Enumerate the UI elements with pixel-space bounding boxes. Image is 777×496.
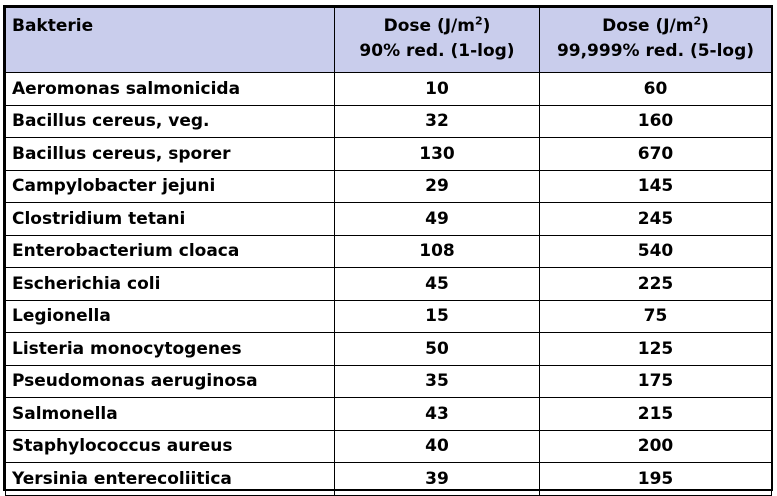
table-row: Salmonella 43 215 <box>5 397 772 431</box>
bacteria-name: Bacillus cereus, veg. <box>5 104 335 138</box>
bacteria-name: Yersinia enterecoliitica <box>5 462 335 496</box>
dose-1log-value: 108 <box>334 234 540 268</box>
header-dose-1log-line1: Dose (J/m2) <box>341 14 533 39</box>
dose-5log-value: 145 <box>539 169 772 203</box>
bacteria-name: Listeria monocytogenes <box>5 332 335 366</box>
table-row: Campylobacter jejuni 29 145 <box>5 169 772 203</box>
table-header: Bakterie Dose (J/m2) 90% red. (1-log) Do… <box>5 7 772 73</box>
dose-5log-value: 200 <box>539 429 772 463</box>
dose-1log-value: 10 <box>334 72 540 106</box>
table-body: Aeromonas salmonicida 10 60 Bacillus cer… <box>5 72 772 496</box>
header-dose-5log-line1: Dose (J/m2) <box>546 14 765 39</box>
bacteria-name: Clostridium tetani <box>5 202 335 236</box>
dose-5log-value: 125 <box>539 332 772 366</box>
bacteria-name: Legionella <box>5 299 335 333</box>
bacteria-name: Bacillus cereus, sporer <box>5 137 335 171</box>
table-row: Staphylococcus aureus 40 200 <box>5 429 772 463</box>
dose-5log-value: 60 <box>539 72 772 106</box>
dose-5log-value: 540 <box>539 234 772 268</box>
dose-1log-value: 45 <box>334 267 540 301</box>
table-row: Escherichia coli 45 225 <box>5 267 772 301</box>
header-dose-1log-unit-prefix: Dose (J/m <box>383 16 475 36</box>
bacteria-name: Campylobacter jejuni <box>5 169 335 203</box>
dose-5log-value: 215 <box>539 397 772 431</box>
header-dose-1log: Dose (J/m2) 90% red. (1-log) <box>334 7 540 73</box>
table-row: Listeria monocytogenes 50 125 <box>5 332 772 366</box>
bacteria-name: Pseudomonas aeruginosa <box>5 364 335 398</box>
dose-1log-value: 130 <box>334 137 540 171</box>
uv-dose-table-container: Bakterie Dose (J/m2) 90% red. (1-log) Do… <box>3 5 773 496</box>
bacteria-name: Staphylococcus aureus <box>5 429 335 463</box>
dose-5log-value: 160 <box>539 104 772 138</box>
dose-1log-value: 43 <box>334 397 540 431</box>
bacteria-name: Aeromonas salmonicida <box>5 72 335 106</box>
bacteria-name: Enterobacterium cloaca <box>5 234 335 268</box>
dose-1log-value: 29 <box>334 169 540 203</box>
table-row: Enterobacterium cloaca 108 540 <box>5 234 772 268</box>
dose-1log-value: 49 <box>334 202 540 236</box>
header-dose-5log-line2: 99,999% red. (5-log) <box>556 41 755 61</box>
dose-5log-value: 195 <box>539 462 772 496</box>
header-dose-5log-unit-prefix: Dose (J/m <box>602 16 694 36</box>
dose-1log-value: 40 <box>334 429 540 463</box>
dose-1log-value: 15 <box>334 299 540 333</box>
dose-5log-value: 175 <box>539 364 772 398</box>
table-row: Clostridium tetani 49 245 <box>5 202 772 236</box>
header-dose-5log-unit-suffix: ) <box>701 16 709 36</box>
table-row: Yersinia enterecoliitica 39 195 <box>5 462 772 496</box>
table-row: Aeromonas salmonicida 10 60 <box>5 72 772 106</box>
header-dose-1log-line2: 90% red. (1-log) <box>359 41 515 61</box>
dose-5log-value: 670 <box>539 137 772 171</box>
header-dose-1log-unit-exponent: 2 <box>474 14 483 28</box>
table-row: Legionella 15 75 <box>5 299 772 333</box>
dose-1log-value: 39 <box>334 462 540 496</box>
uv-dose-table: Bakterie Dose (J/m2) 90% red. (1-log) Do… <box>5 7 772 496</box>
dose-5log-value: 245 <box>539 202 772 236</box>
dose-1log-value: 35 <box>334 364 540 398</box>
table-row: Bacillus cereus, sporer 130 670 <box>5 137 772 171</box>
header-bacteria: Bakterie <box>5 7 335 73</box>
header-dose-5log-unit-exponent: 2 <box>693 14 702 28</box>
dose-5log-value: 75 <box>539 299 772 333</box>
dose-1log-value: 32 <box>334 104 540 138</box>
bacteria-name: Escherichia coli <box>5 267 335 301</box>
dose-5log-value: 225 <box>539 267 772 301</box>
dose-1log-value: 50 <box>334 332 540 366</box>
bacteria-name: Salmonella <box>5 397 335 431</box>
table-row: Pseudomonas aeruginosa 35 175 <box>5 364 772 398</box>
table-row: Bacillus cereus, veg. 32 160 <box>5 104 772 138</box>
header-dose-5log: Dose (J/m2) 99,999% red. (5-log) <box>539 7 772 73</box>
header-row: Bakterie Dose (J/m2) 90% red. (1-log) Do… <box>5 7 772 73</box>
header-bacteria-label: Bakterie <box>12 16 94 36</box>
header-dose-1log-unit-suffix: ) <box>482 16 491 36</box>
